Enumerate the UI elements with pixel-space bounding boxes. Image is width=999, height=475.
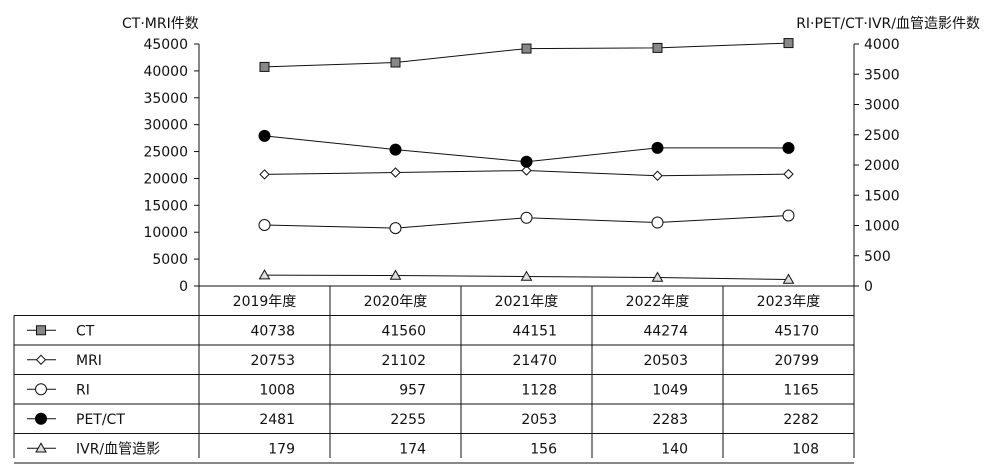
y-left-tick-label: 45000 <box>143 37 188 53</box>
table-value: 1165 <box>783 382 819 398</box>
table-value: 1049 <box>652 382 688 398</box>
marker-diamond <box>521 165 532 176</box>
table-value: 44151 <box>512 323 557 339</box>
marker-square <box>521 43 532 54</box>
category-label: 2021年度 <box>495 294 559 310</box>
y-left-tick-label: 5000 <box>152 252 188 268</box>
y-right-tick-label: 2500 <box>864 128 900 144</box>
category-label: 2019年度 <box>233 294 297 310</box>
marker-circle-open <box>258 219 271 232</box>
marker-square <box>783 38 794 49</box>
category-label: 2022年度 <box>626 294 690 310</box>
legend-label: CT <box>76 323 95 339</box>
marker-diamond <box>390 167 401 178</box>
data-table: 2019年度 2020年度 2021年度 2022年度 2023年度 CT 40738 415… <box>13 285 855 464</box>
category-label: 2023年度 <box>757 294 821 310</box>
y-right-axis-title: RI·PET/CT·IVR/血管造影件数 <box>796 16 980 32</box>
marker-square <box>652 42 663 53</box>
y-left-tick-label: 25000 <box>143 145 188 161</box>
table-value: 174 <box>399 441 426 457</box>
series-lines <box>258 38 795 284</box>
y-left-tick-label: 35000 <box>143 91 188 107</box>
marker-square <box>36 325 46 336</box>
y-right-tick-label: 2000 <box>864 158 900 174</box>
table-value: 2255 <box>390 412 426 428</box>
table-value: 1008 <box>259 382 295 398</box>
table-value: 179 <box>268 441 295 457</box>
marker-square <box>390 57 401 68</box>
table-value: 21102 <box>381 353 426 369</box>
legend-label: PET/CT <box>76 412 125 428</box>
marker-circle-filled <box>651 141 664 154</box>
table-value: 40738 <box>250 323 295 339</box>
table-value: 20799 <box>774 353 819 369</box>
marker-circle-open <box>782 209 795 222</box>
table-value: 20503 <box>643 353 688 369</box>
table-value: 1128 <box>521 382 557 398</box>
table-value: 2053 <box>521 412 557 428</box>
table-value: 21470 <box>512 353 557 369</box>
marker-circle-open <box>389 222 402 235</box>
table-value: 44274 <box>643 323 688 339</box>
marker-circle-filled <box>35 412 47 425</box>
marker-circle-filled <box>782 141 795 154</box>
y-right-tick-label: 3000 <box>864 98 900 114</box>
marker-triangle <box>651 271 664 282</box>
marker-triangle <box>258 269 271 280</box>
table-value: 2282 <box>783 412 819 428</box>
marker-triangle <box>520 270 533 281</box>
table-value: 108 <box>792 441 819 457</box>
y-left-tick-label: 10000 <box>143 225 188 241</box>
marker-diamond <box>652 170 663 181</box>
table-value: 2283 <box>652 412 688 428</box>
table-value: 2481 <box>259 412 295 428</box>
y-right-tick-label: 4000 <box>864 37 900 53</box>
category-label: 2020年度 <box>364 294 428 310</box>
y-left-tick-label: 0 <box>179 279 188 295</box>
y-right-tick-label: 500 <box>864 249 891 265</box>
legend-label: IVR/血管造影 <box>76 441 160 457</box>
y-left-tick-label: 40000 <box>143 64 188 80</box>
table-value: 156 <box>530 441 557 457</box>
y-right-tick-label: 3500 <box>864 67 900 83</box>
legend-label: MRI <box>76 353 102 369</box>
marker-circle-open <box>651 216 664 229</box>
y-left-tick-label: 15000 <box>143 198 188 214</box>
axes: 4500040000350003000025000200001500010000… <box>143 37 899 295</box>
marker-square <box>259 61 270 72</box>
y-right-tick-label: 0 <box>864 279 873 295</box>
table-value: 140 <box>661 441 688 457</box>
marker-circle-filled <box>258 129 271 142</box>
y-right-tick-label: 1500 <box>864 188 900 204</box>
y-left-tick-label: 20000 <box>143 171 188 187</box>
table-value: 45170 <box>774 323 819 339</box>
legend-label: RI <box>76 382 90 398</box>
marker-diamond <box>783 168 794 180</box>
marker-triangle <box>782 273 795 284</box>
y-left-tick-label: 30000 <box>143 118 188 134</box>
table-value: 41560 <box>381 323 426 339</box>
marker-diamond <box>259 169 270 180</box>
y-left-axis-title: CT·MRI件数 <box>122 16 199 32</box>
marker-circle-open <box>35 383 47 396</box>
marker-diamond <box>35 354 47 365</box>
y-right-tick-label: 1000 <box>864 219 900 235</box>
table-value: 20753 <box>250 353 295 369</box>
marker-circle-filled <box>520 155 533 168</box>
marker-triangle <box>389 269 402 280</box>
marker-circle-filled <box>389 143 402 156</box>
marker-circle-open <box>520 211 533 224</box>
table-value: 957 <box>399 382 426 398</box>
marker-triangle <box>35 442 47 453</box>
